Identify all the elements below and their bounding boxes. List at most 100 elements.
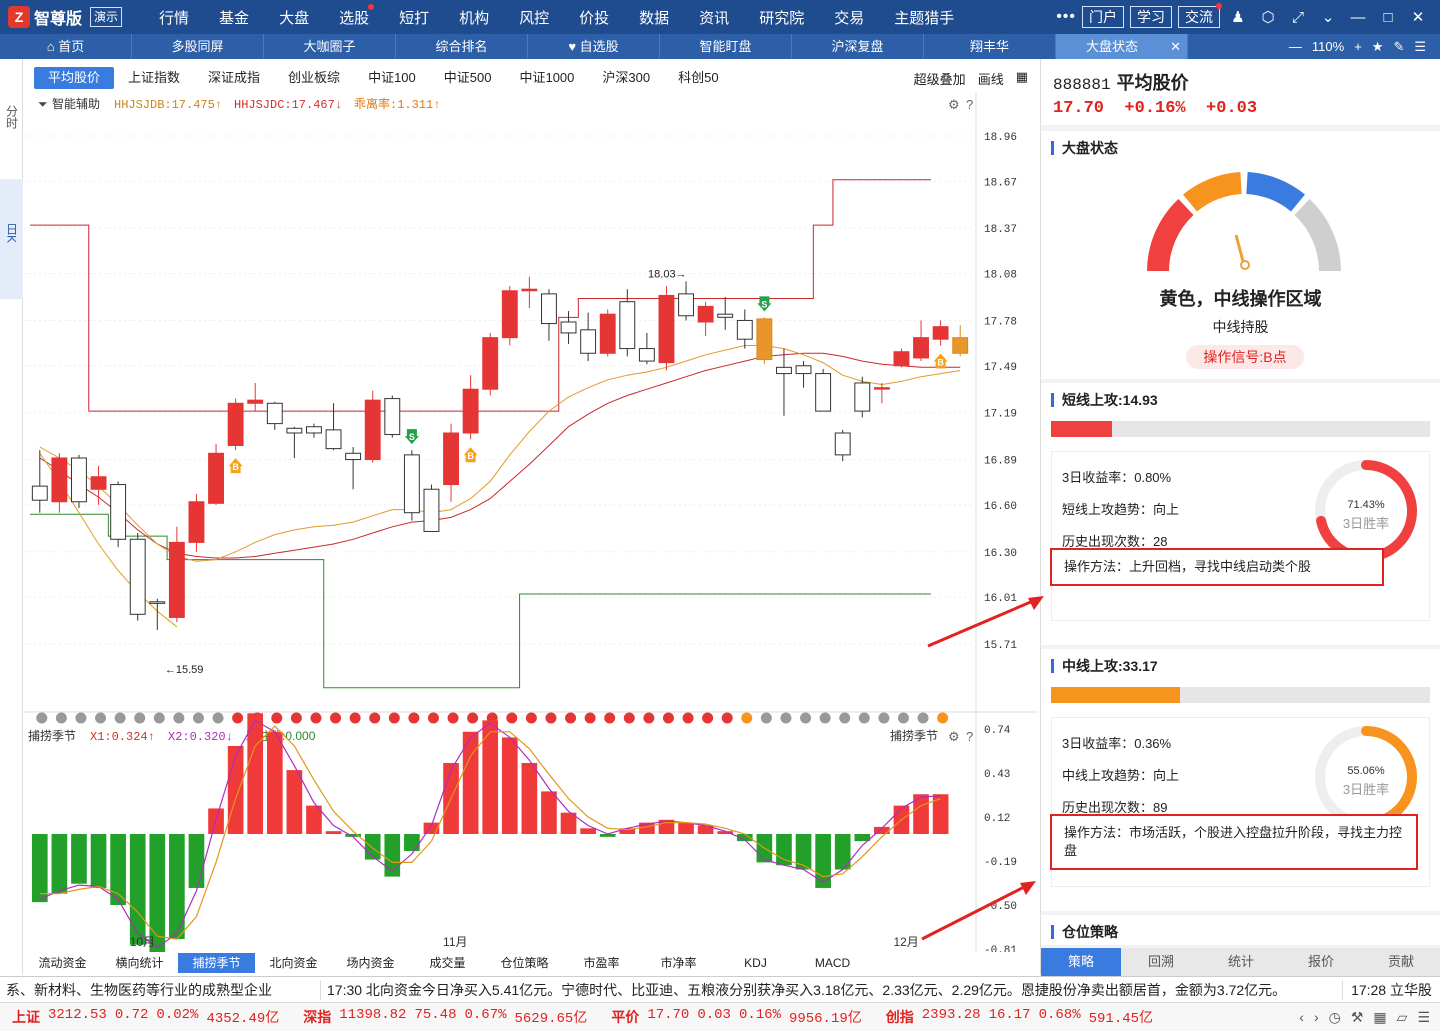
short-win-label: 3日胜率 — [1343, 516, 1389, 531]
panel-tab-4[interactable]: 贡献 — [1387, 954, 1414, 969]
index-tab-2[interactable]: 深证成指 — [208, 70, 261, 85]
candle-body — [482, 337, 499, 390]
zoom-in-icon[interactable]: + — [1354, 39, 1362, 54]
pen-icon[interactable]: ✎ — [1393, 38, 1405, 54]
news-item-1[interactable]: 系、新材料、生物医药等行业的成熟型企业 — [6, 981, 272, 998]
grid-icon[interactable]: ▦ — [1015, 68, 1028, 84]
indicator-tab-4[interactable]: 场内资金 — [346, 956, 395, 970]
kline-chart[interactable]: ⏷ 智能辅助 HHJSJDB:17.475↑ HHJSJDC:17.467↓ 乖离率:1… — [24, 92, 1038, 957]
page-tab-3[interactable]: 综合排名 — [396, 34, 528, 59]
page-tab-5[interactable]: 智能盯盘 — [660, 34, 792, 59]
nav-item-4[interactable]: 短打 — [399, 9, 430, 27]
settings-icon[interactable]: ⬡ — [1261, 9, 1275, 26]
candle-body — [306, 426, 322, 434]
index-tab-0[interactable]: 平均股价 — [34, 67, 115, 89]
nav-item-8[interactable]: 数据 — [639, 9, 670, 27]
news-item-2[interactable]: 17:30 北向资金今日净买入5.41亿元。宁德时代、比亚迪、五粮液分别获净买入… — [320, 979, 1342, 1000]
indicator-tab-9[interactable]: KDJ — [744, 956, 767, 970]
index-status-items: 上证 3212.53 0.72 0.02% 4352.49亿 深指 11398.82 75.4… — [0, 1007, 1165, 1027]
index-tab-4[interactable]: 中证100 — [368, 70, 416, 85]
tab-market-status[interactable]: 大盘状态 ✕ — [1056, 34, 1188, 59]
demo-button[interactable]: 演示 — [90, 7, 123, 27]
signal-dot — [95, 712, 107, 724]
nav-item-2[interactable]: 大盘 — [279, 9, 310, 27]
maximize-icon[interactable]: □ — [1383, 8, 1393, 26]
indicator-tab-1[interactable]: 横向统计 — [115, 956, 164, 970]
page-tab-2[interactable]: 大咖圈子 — [264, 34, 396, 59]
position-card: 仓位策略 — [1041, 915, 1440, 945]
page-tab-6[interactable]: 沪深复盘 — [792, 34, 924, 59]
panel-tab-2[interactable]: 统计 — [1227, 954, 1254, 969]
indicator-tab-5[interactable]: 成交量 — [429, 956, 466, 970]
indicator-tab-3[interactable]: 北向资金 — [269, 956, 318, 970]
nav-item-1[interactable]: 基金 — [219, 9, 250, 27]
candle-body — [580, 329, 597, 354]
indicator-tab-2[interactable]: 捕捞季节 — [178, 953, 255, 973]
period-fenshi[interactable]: 分时 — [0, 59, 23, 179]
panel-tab-3[interactable]: 报价 — [1307, 954, 1334, 969]
nav-item-11[interactable]: 交易 — [834, 9, 865, 27]
page-tab-1[interactable]: 多股同屏 — [132, 34, 264, 59]
learn-button[interactable]: 学习 — [1130, 6, 1172, 28]
user-icon[interactable]: ♟ — [1231, 9, 1245, 26]
chevron-down-icon[interactable]: ⌄ — [1321, 9, 1335, 26]
news-item-3[interactable]: 17:28 立华股 — [1342, 979, 1440, 1000]
period-daily-k[interactable]: 日K — [0, 179, 23, 299]
minimize-icon[interactable]: — — [1350, 8, 1366, 26]
zoom-out-icon[interactable]: — — [1288, 39, 1302, 54]
indicator-tab-0[interactable]: 流动资金 — [38, 956, 87, 970]
indicator-tab-7[interactable]: 市盈率 — [583, 956, 620, 970]
index-tab-1[interactable]: 上证指数 — [128, 70, 181, 85]
nav-item-7[interactable]: 价投 — [579, 9, 610, 27]
index-status-2[interactable]: 平价 17.70 0.03 0.16% 9956.19亿 — [599, 1007, 873, 1027]
nav-item-3[interactable]: 选股 — [324, 3, 384, 28]
prev-icon[interactable]: ‹ — [1299, 1008, 1304, 1025]
nav-item-10[interactable]: 研究院 — [759, 9, 805, 27]
kline-chart-area[interactable]: ⏷ 智能辅助 HHJSJDB:17.475↑ HHJSJDC:17.467↓ 乖离率:1… — [24, 92, 1038, 957]
sub-bar — [717, 831, 734, 834]
chat-button[interactable]: 交流 — [1178, 3, 1222, 28]
index-tab-5[interactable]: 中证500 — [443, 70, 492, 85]
indicator-tab-8[interactable]: 市净率 — [660, 956, 697, 970]
index-status-1[interactable]: 深指 11398.82 75.48 0.67% 5629.65亿 — [291, 1007, 599, 1027]
menu-icon[interactable]: ☰ — [1414, 38, 1426, 54]
nav-item-0[interactable]: 行情 — [159, 9, 190, 27]
index-tab-3[interactable]: 创业板综 — [288, 70, 341, 85]
index-status-0[interactable]: 上证 3212.53 0.72 0.02% 4352.49亿 — [0, 1007, 291, 1027]
portal-button[interactable]: 门户 — [1082, 6, 1124, 28]
x-axis-label: 10月 — [130, 935, 155, 949]
index-status-3[interactable]: 创指 2393.28 16.17 0.68% 591.45亿 — [874, 1007, 1165, 1027]
nav-item-5[interactable]: 机构 — [459, 9, 490, 27]
nav-item-9[interactable]: 资讯 — [699, 9, 730, 27]
nav-item-6[interactable]: 风控 — [519, 9, 550, 27]
panel-tab-0[interactable]: 策略 — [1041, 948, 1121, 976]
market-status-card: 大盘状态 黄色，中线操作区域 中线持股 操作信号:B点 — [1041, 131, 1440, 379]
panel-tab-1[interactable]: 回溯 — [1147, 954, 1174, 969]
draw-line-button[interactable]: 画线 — [977, 71, 1004, 87]
index-tab-8[interactable]: 科创50 — [678, 70, 719, 85]
tools-icon[interactable]: ⚒ — [1350, 1008, 1364, 1025]
candle — [776, 348, 792, 416]
indicator-tab-6[interactable]: 仓位策略 — [500, 956, 549, 970]
super-overlay-button[interactable]: 超级叠加 — [913, 71, 966, 87]
tab-close-icon[interactable]: ✕ — [1170, 39, 1181, 54]
list-icon[interactable]: ☰ — [1417, 1008, 1430, 1025]
layout-icon[interactable]: ▦ — [1373, 1008, 1387, 1025]
indicator-tab-10[interactable]: MACD — [814, 956, 851, 970]
star-icon[interactable]: ★ — [1371, 38, 1384, 54]
clock-icon[interactable]: ◷ — [1328, 1008, 1341, 1025]
index-tab-6[interactable]: 中证1000 — [519, 70, 575, 85]
buy-signal-marker: B — [228, 458, 243, 474]
next-icon[interactable]: › — [1313, 1008, 1319, 1025]
more-menu-button[interactable]: ••• — [1056, 8, 1076, 25]
page-tab-4[interactable]: ♥ 自选股 — [528, 34, 660, 59]
shrink-icon[interactable]: ⤢ — [1291, 8, 1304, 26]
index-tab-7[interactable]: 沪深300 — [602, 70, 651, 85]
nav-item-12[interactable]: 主题猎手 — [894, 9, 955, 27]
page-tab-7[interactable]: 翔丰华 — [924, 34, 1056, 59]
chart-icon[interactable]: ▱ — [1396, 1008, 1408, 1025]
page-tab-0[interactable]: ⌂ 首页 — [0, 34, 132, 59]
close-icon[interactable]: ✕ — [1411, 9, 1425, 26]
high-annotation: 18.03→ — [648, 268, 687, 280]
candle-body — [913, 337, 929, 359]
